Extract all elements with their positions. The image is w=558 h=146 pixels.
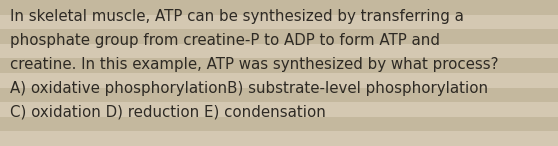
- Text: creatine. In this example, ATP was synthesized by what process?: creatine. In this example, ATP was synth…: [10, 57, 498, 72]
- Bar: [0, 102, 558, 117]
- Text: C) oxidation D) reduction E) condensation: C) oxidation D) reduction E) condensatio…: [10, 105, 326, 120]
- Bar: [0, 131, 558, 146]
- Bar: [0, 117, 558, 131]
- Bar: [0, 88, 558, 102]
- Bar: [0, 29, 558, 44]
- Bar: [0, 0, 558, 15]
- Bar: [0, 44, 558, 58]
- Text: phosphate group from creatine-P to ADP to form ATP and: phosphate group from creatine-P to ADP t…: [10, 33, 440, 48]
- Text: In skeletal muscle, ATP can be synthesized by transferring a: In skeletal muscle, ATP can be synthesiz…: [10, 9, 464, 24]
- Bar: [0, 15, 558, 29]
- Bar: [0, 73, 558, 88]
- Text: A) oxidative phosphorylationB) substrate-level phosphorylation: A) oxidative phosphorylationB) substrate…: [10, 81, 488, 96]
- Bar: [0, 58, 558, 73]
